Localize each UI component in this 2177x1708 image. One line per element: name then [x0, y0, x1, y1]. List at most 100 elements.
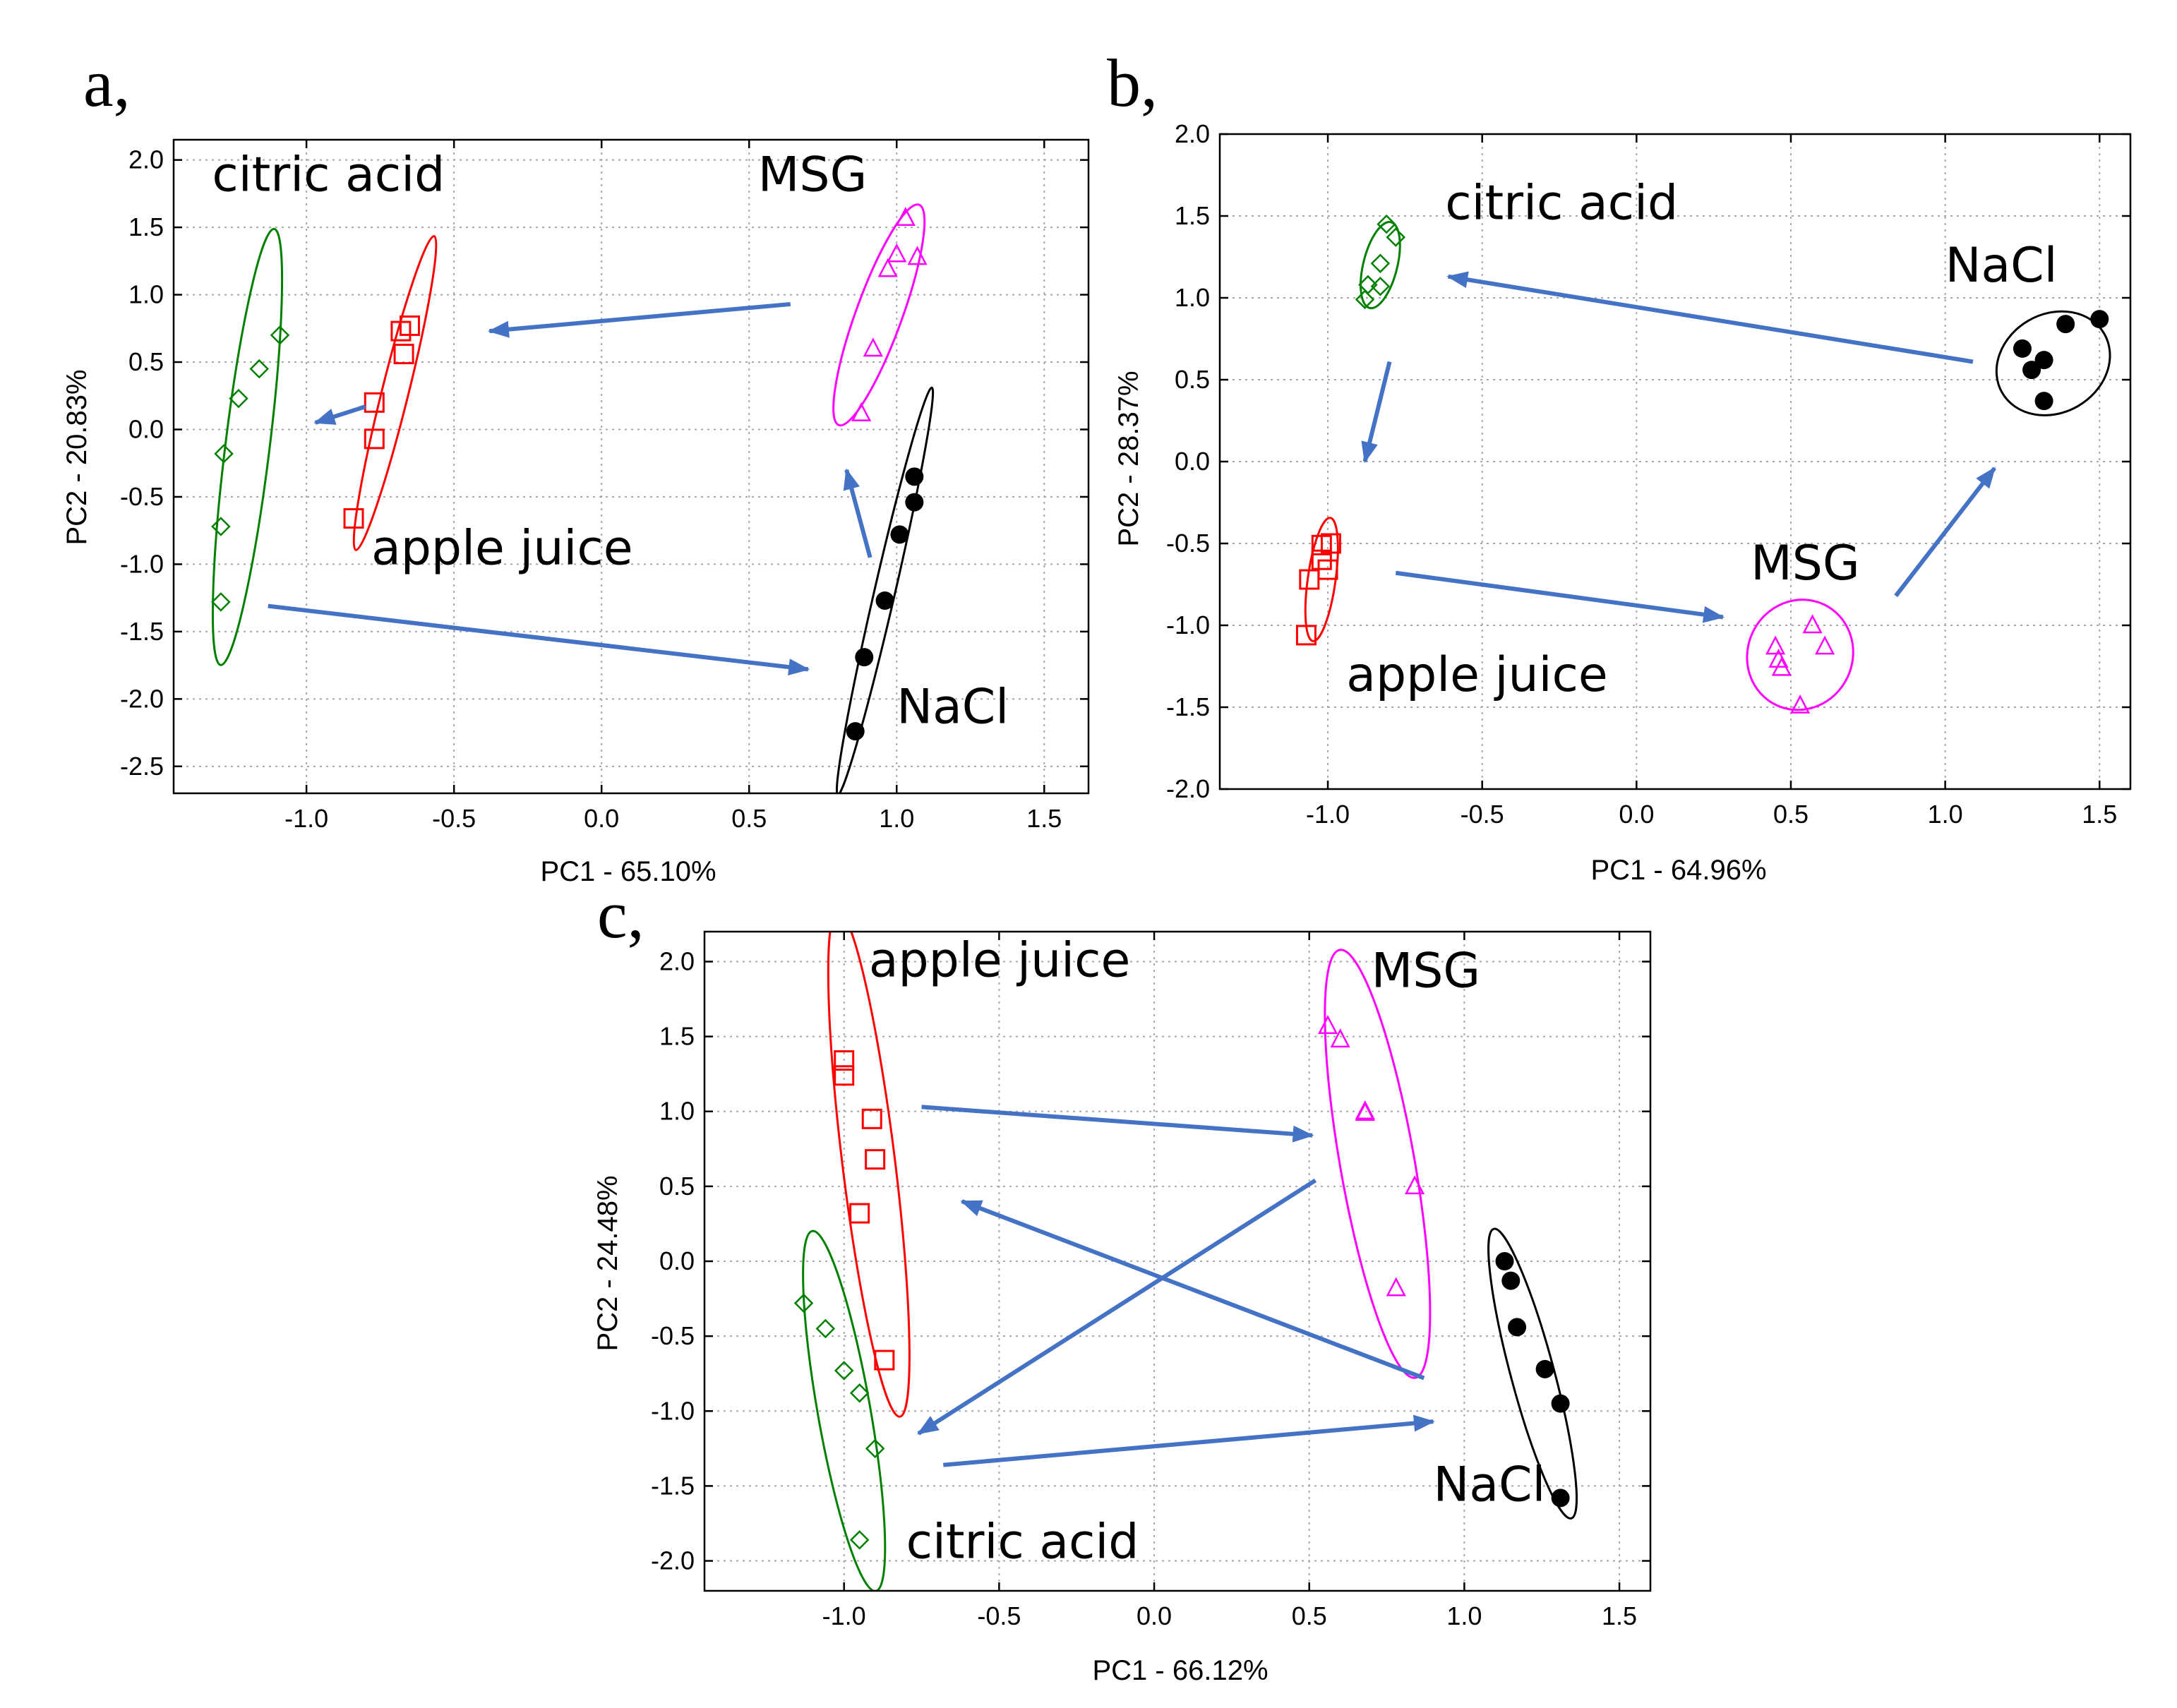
nacl-point	[1535, 1359, 1554, 1378]
citric-acid-point	[1377, 214, 1396, 234]
citric-acid-point	[834, 1361, 854, 1381]
x-tick-label: -1.0	[822, 1601, 866, 1630]
msg-point	[1355, 1100, 1375, 1119]
citric-acid-point	[1386, 227, 1406, 247]
nacl-ellipse	[1995, 310, 2111, 416]
x-tick-label: 0.5	[731, 804, 767, 833]
apple-juice-point	[1295, 625, 1317, 646]
msg-point	[1318, 1015, 1338, 1034]
plot-frame	[172, 138, 1090, 795]
nacl-ellipse	[835, 386, 935, 793]
apple-juice-point	[861, 1108, 882, 1129]
y-tick-label: -2.0	[1166, 774, 1210, 803]
y-axis-title: PC2 - 28.37%	[1113, 371, 1144, 546]
transition-arrow	[921, 1105, 1314, 1143]
citric-acid-ellipse	[211, 227, 284, 666]
apple-juice-ellipse	[352, 235, 438, 551]
nacl-label: NaCl	[1945, 238, 2058, 294]
citric-acid-point	[815, 1318, 836, 1339]
plot-content	[1295, 214, 2111, 714]
y-tick-label: 0.0	[1175, 447, 1210, 476]
x-tick-label: -1.0	[1306, 800, 1350, 829]
apple-juice-point	[1311, 534, 1332, 555]
apple-juice-point	[874, 1349, 895, 1371]
msg-label: MSG	[758, 148, 868, 203]
transition-arrow	[1446, 271, 1974, 364]
y-tick-label: 0.0	[659, 1246, 695, 1275]
plot-content	[211, 203, 935, 793]
panel-letter: c,	[597, 877, 644, 952]
panel-b: b, PC1 - 64.96% PC2 - 28.37% -1.0 -0.5 0.0…	[1107, 45, 2132, 886]
citric-acid-point	[1370, 253, 1391, 274]
nacl-point	[2056, 315, 2075, 334]
panel-c: c, PC1 - 66.12% PC2 - 24.48% -1.0 -0.5 0.0…	[592, 877, 1652, 1686]
msg-point	[1815, 635, 1835, 655]
x-axis-title: PC1 - 65.10%	[540, 856, 716, 887]
citric-acid-point	[211, 592, 231, 612]
apple-juice-label: apple juice	[1346, 647, 1607, 703]
x-tick-label: -0.5	[1461, 800, 1504, 829]
apple-juice-label: apple juice	[869, 933, 1130, 989]
apple-juice-ellipse	[827, 932, 911, 1418]
msg-point	[1386, 1277, 1406, 1297]
y-tick-label: -2.0	[651, 1546, 695, 1575]
nacl-point	[2034, 351, 2053, 370]
apple-juice-point	[343, 508, 364, 529]
nacl-point	[1501, 1271, 1521, 1290]
nacl-point	[2034, 392, 2053, 411]
apple-juice-point	[865, 1149, 886, 1170]
panel-a: a, PC1 - 65.10% PC2 - 20.83% -1.0 -0.5 0.0…	[61, 45, 1090, 887]
transition-arrow	[960, 1199, 1425, 1381]
msg-point	[907, 246, 928, 265]
plot-area: -1.0 -0.5 0.0 0.5 1.0 1.5 2.0 1.5 1.0 0.5 0.0 -0.5 -…	[1166, 119, 2132, 829]
x-tick-label: 1.5	[2082, 800, 2117, 829]
citric-acid-ellipse	[802, 1229, 887, 1591]
y-tick-label: -1.5	[1166, 692, 1210, 721]
msg-label: MSG	[1372, 944, 1481, 999]
y-tick-label: -1.5	[120, 617, 164, 646]
transition-arrow	[268, 603, 810, 676]
nacl-label: NaCl	[1433, 1457, 1545, 1513]
transition-arrow	[313, 404, 366, 425]
msg-point	[1802, 614, 1823, 634]
nacl-point	[875, 591, 894, 610]
msg-point	[851, 402, 872, 421]
citric-acid-point	[270, 325, 290, 345]
nacl-label: NaCl	[896, 680, 1009, 735]
x-tick-label: 1.0	[1446, 1601, 1482, 1630]
transition-arrow	[943, 1414, 1435, 1467]
apple-juice-ellipse	[1304, 517, 1339, 642]
y-tick-label: 1.0	[128, 280, 164, 309]
apple-juice-point	[834, 1050, 855, 1071]
y-tick-label: 1.0	[1175, 283, 1210, 312]
citric-acid-point	[214, 444, 234, 464]
x-tick-label: 0.0	[584, 804, 619, 833]
msg-point	[877, 258, 898, 277]
msg-label: MSG	[1751, 536, 1860, 591]
msg-point	[863, 337, 883, 357]
citric-acid-label: citric acid	[1445, 176, 1678, 231]
y-tick-label: 0.5	[1175, 365, 1210, 394]
transition-arrow	[1395, 570, 1725, 623]
msg-point	[1330, 1028, 1350, 1048]
citric-acid-label: citric acid	[212, 148, 445, 203]
nacl-point	[2090, 310, 2109, 329]
x-tick-label: 0.0	[1137, 1601, 1172, 1630]
transition-arrow	[487, 301, 791, 338]
msg-point	[1405, 1175, 1425, 1195]
citric-acid-point	[849, 1530, 870, 1550]
nacl-point	[1508, 1318, 1527, 1337]
x-tick-label: 1.0	[1928, 800, 1963, 829]
citric-acid-point	[249, 359, 270, 379]
y-tick-label: -1.0	[1166, 611, 1210, 639]
y-tick-label: 0.0	[128, 414, 164, 443]
nacl-point	[1551, 1394, 1570, 1413]
panel-letter: a,	[83, 45, 131, 121]
nacl-point	[2013, 339, 2032, 358]
citric-acid-point	[793, 1293, 814, 1313]
y-tick-label: 2.0	[659, 946, 695, 975]
x-tick-label: 0.5	[1292, 1601, 1327, 1630]
citric-acid-point	[229, 388, 248, 409]
x-tick-label: 0.5	[1773, 800, 1809, 829]
